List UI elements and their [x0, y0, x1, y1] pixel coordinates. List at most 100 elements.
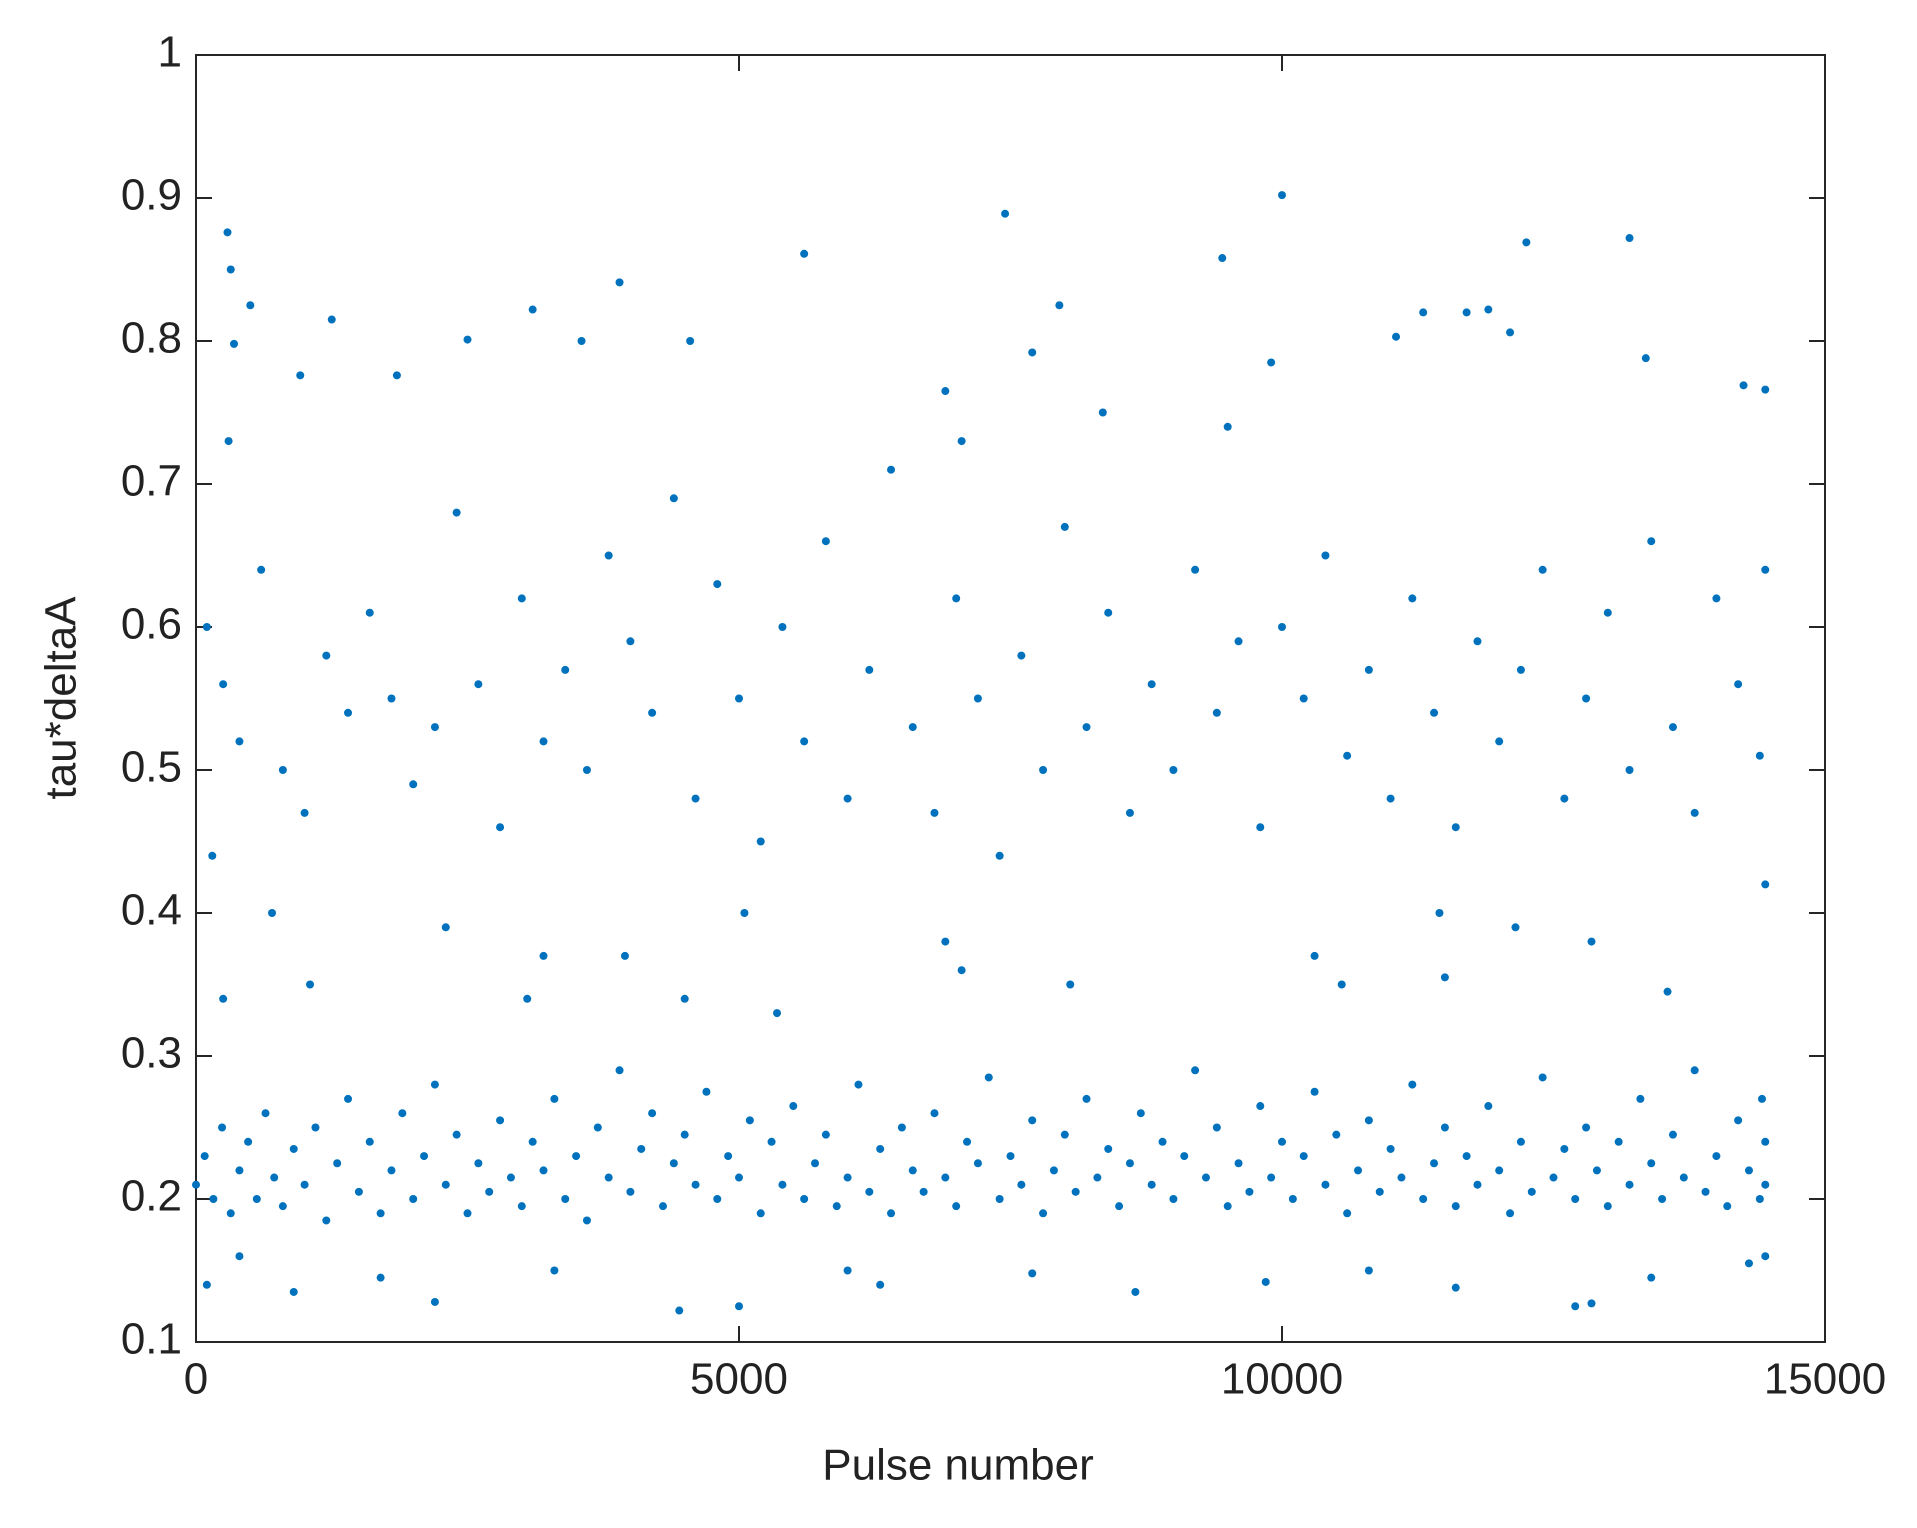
point	[1212, 708, 1221, 717]
point	[1066, 980, 1075, 989]
point	[1495, 1166, 1504, 1175]
point	[1758, 1094, 1767, 1103]
y-tick-label: 0.2	[121, 1172, 182, 1221]
point	[539, 737, 548, 746]
point	[1060, 522, 1069, 531]
point	[1712, 1152, 1721, 1161]
point	[223, 228, 232, 237]
point	[669, 494, 678, 503]
point	[333, 1159, 342, 1168]
x-tick-label: 10000	[1221, 1355, 1343, 1404]
point	[821, 537, 830, 546]
point	[1679, 1173, 1688, 1182]
point	[270, 1173, 279, 1182]
point	[1419, 1195, 1428, 1203]
point	[1158, 1137, 1167, 1146]
point	[680, 1130, 689, 1139]
point	[1636, 1094, 1645, 1103]
point	[235, 1166, 244, 1175]
point	[200, 1152, 209, 1161]
point	[300, 1180, 309, 1189]
point	[1419, 308, 1428, 317]
point	[202, 623, 211, 631]
point	[1082, 723, 1091, 732]
point	[800, 249, 809, 258]
point	[322, 651, 331, 660]
point	[1001, 209, 1010, 218]
point	[376, 1273, 385, 1282]
point	[1462, 1152, 1471, 1161]
point	[1430, 1159, 1439, 1168]
point	[908, 1166, 917, 1175]
point	[322, 1216, 331, 1225]
point	[1039, 766, 1048, 774]
point	[811, 1159, 820, 1168]
point	[430, 1297, 439, 1306]
axes-box	[195, 54, 1826, 1343]
point	[550, 1094, 559, 1103]
point	[1115, 1202, 1124, 1211]
point	[995, 851, 1004, 860]
x-tick-label: 5000	[690, 1355, 788, 1404]
y-tick-label: 0.9	[121, 171, 182, 220]
point	[1435, 909, 1444, 917]
point	[235, 737, 244, 746]
point	[865, 1187, 874, 1196]
point	[409, 1195, 418, 1203]
point	[1690, 808, 1699, 817]
point	[1147, 680, 1156, 689]
point	[430, 723, 439, 732]
point	[209, 1195, 218, 1203]
point	[496, 1116, 505, 1125]
point	[1701, 1187, 1710, 1196]
point	[854, 1080, 863, 1089]
point	[1375, 1187, 1384, 1196]
point	[702, 1087, 711, 1096]
point	[773, 1009, 782, 1018]
point	[941, 937, 950, 946]
point	[1473, 1180, 1482, 1189]
point	[539, 1166, 548, 1175]
point	[1218, 254, 1227, 263]
point	[756, 1209, 765, 1218]
point	[1734, 680, 1743, 689]
point	[1625, 1180, 1634, 1189]
point	[1386, 1144, 1395, 1153]
point	[1690, 1066, 1699, 1075]
point	[306, 980, 315, 989]
point	[441, 1180, 450, 1189]
point	[1451, 1202, 1460, 1211]
point	[1663, 987, 1672, 996]
point	[1337, 980, 1346, 989]
point	[1234, 637, 1243, 646]
point	[686, 337, 695, 345]
point	[1744, 1259, 1753, 1268]
point	[1582, 694, 1591, 703]
point	[680, 994, 689, 1003]
point	[365, 608, 374, 617]
point	[1343, 1209, 1352, 1218]
point	[620, 951, 629, 960]
point	[1049, 1166, 1058, 1175]
point	[973, 1159, 982, 1168]
point	[800, 1195, 809, 1203]
point	[1104, 608, 1113, 617]
point	[713, 580, 722, 589]
point	[735, 694, 743, 703]
point	[952, 1202, 961, 1211]
point	[1332, 1130, 1341, 1139]
y-tick-label: 0.7	[121, 457, 182, 506]
point	[1028, 1269, 1037, 1278]
point	[1006, 1152, 1015, 1161]
point	[582, 1216, 591, 1225]
point	[1755, 751, 1764, 760]
point	[604, 551, 613, 560]
point	[843, 1173, 852, 1182]
point	[257, 565, 266, 574]
point	[691, 794, 700, 803]
point	[1641, 354, 1650, 363]
point	[1647, 537, 1656, 546]
point	[1734, 1116, 1743, 1125]
point	[1560, 1144, 1569, 1153]
point	[1527, 1187, 1536, 1196]
